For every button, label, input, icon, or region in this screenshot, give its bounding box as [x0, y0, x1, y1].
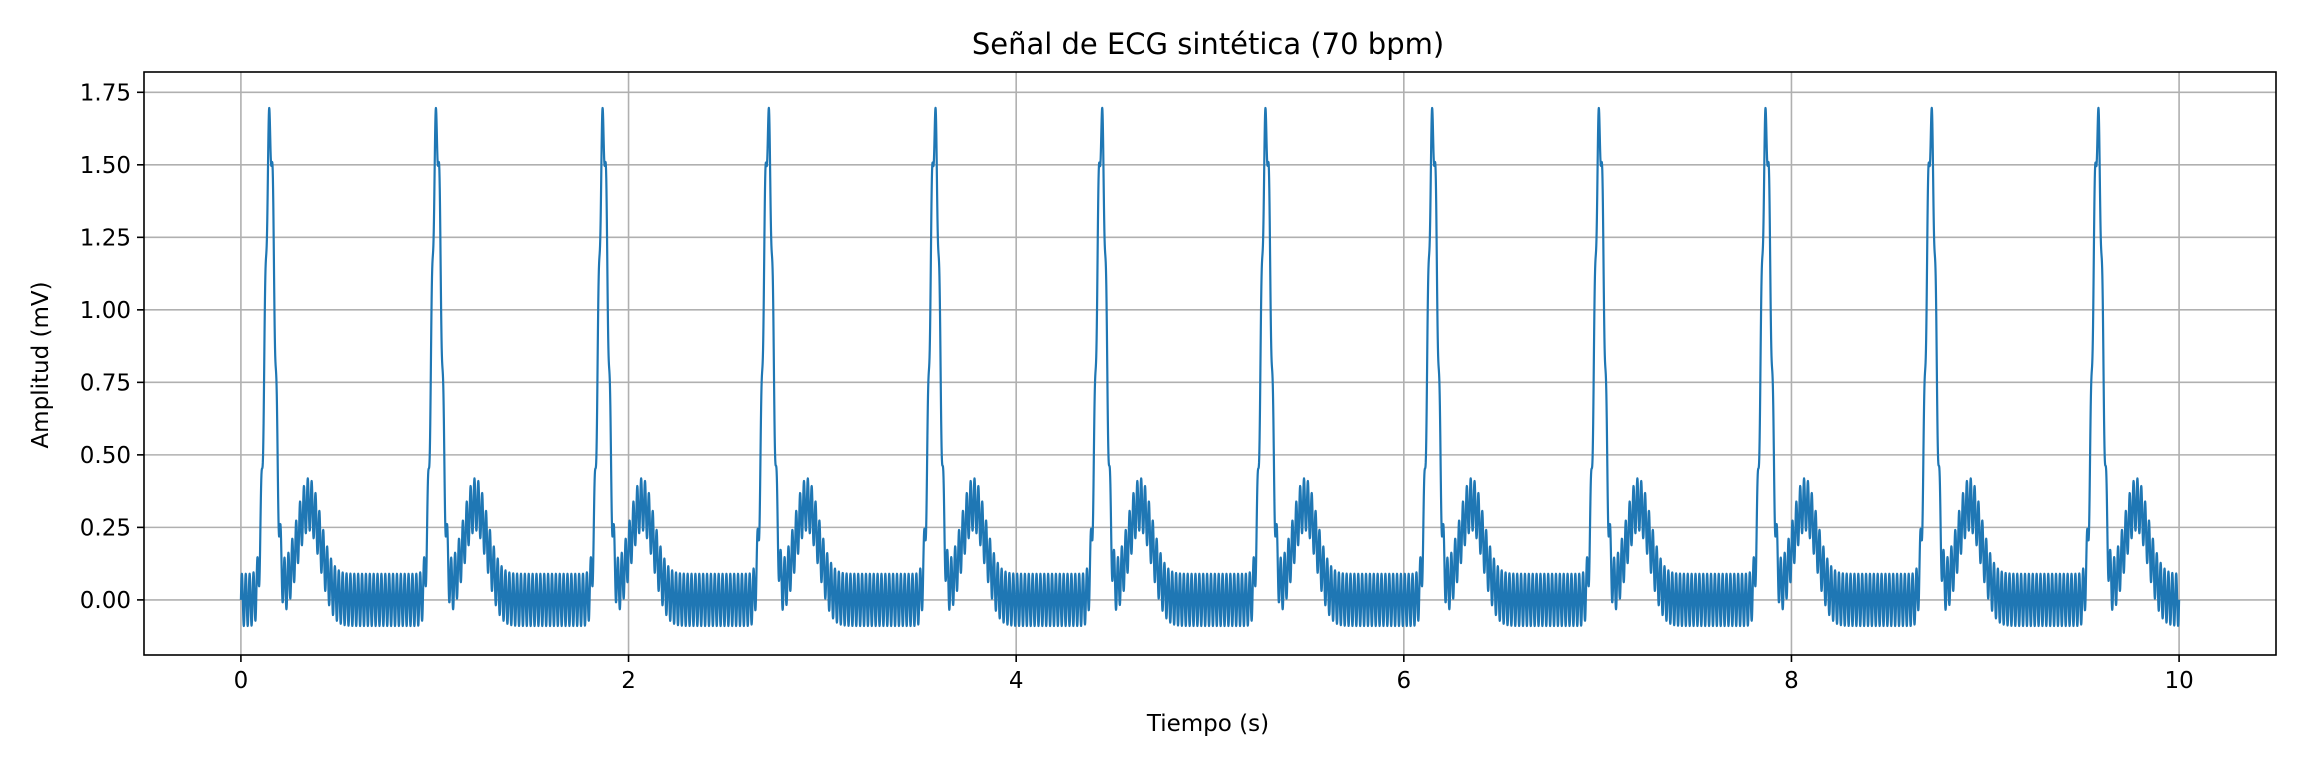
- y-tick-label: 0.00: [80, 588, 131, 614]
- y-tick-label: 0.25: [80, 515, 131, 541]
- y-tick-label: 1.75: [80, 80, 131, 106]
- y-axis: 0.00 0.25 0.50 0.75 1.00 1.25 1.50 1.75: [80, 80, 144, 614]
- x-tick-label: 2: [621, 668, 636, 694]
- x-axis: 0 2 4 6 8 10: [234, 655, 2194, 694]
- chart-title: Señal de ECG sintética (70 bpm): [972, 27, 1444, 61]
- ecg-signal-line: [239, 106, 2181, 628]
- y-tick-label: 0.75: [80, 370, 131, 396]
- y-tick-label: 1.25: [80, 225, 131, 251]
- x-tick-label: 6: [1396, 668, 1411, 694]
- x-tick-label: 0: [234, 668, 249, 694]
- plot-area: [239, 106, 2181, 628]
- x-axis-label: Tiempo (s): [1146, 711, 1269, 737]
- y-axis-label: Amplitud (mV): [28, 281, 54, 448]
- x-tick-label: 8: [1784, 668, 1799, 694]
- y-tick-label: 1.00: [80, 298, 131, 324]
- y-tick-label: 1.50: [80, 153, 131, 179]
- plot-frame: [143, 71, 2277, 656]
- x-tick-label: 4: [1009, 668, 1024, 694]
- grid: [144, 72, 2276, 655]
- x-tick-label: 10: [2164, 668, 2193, 694]
- y-tick-label: 0.50: [80, 443, 131, 469]
